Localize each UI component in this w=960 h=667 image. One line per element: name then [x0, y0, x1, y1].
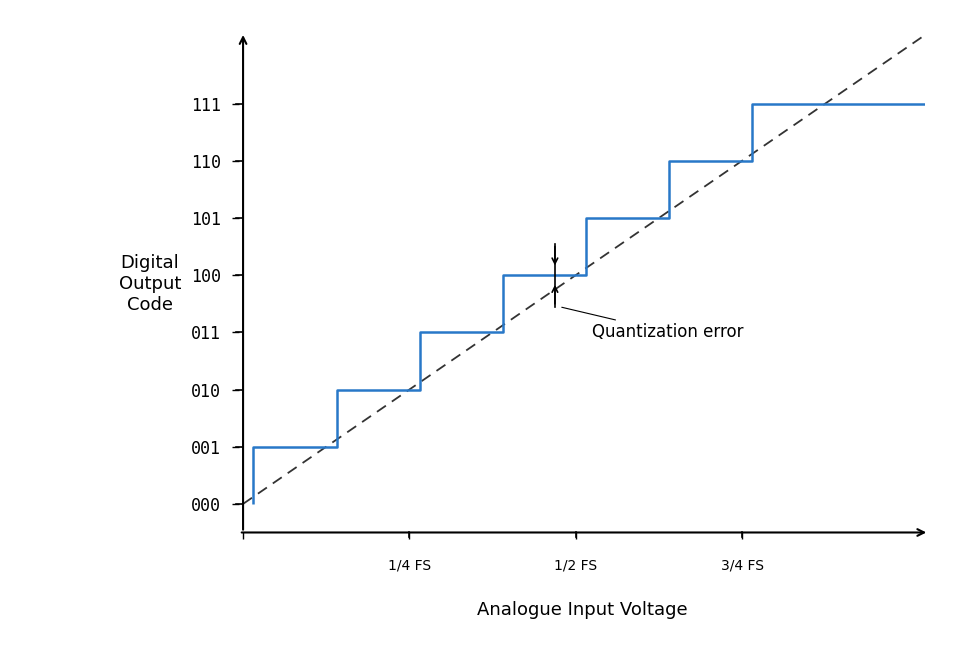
Y-axis label: Digital
Output
Code: Digital Output Code	[118, 254, 180, 313]
Text: Quantization error: Quantization error	[562, 307, 744, 342]
X-axis label: Analogue Input Voltage: Analogue Input Voltage	[476, 601, 687, 619]
